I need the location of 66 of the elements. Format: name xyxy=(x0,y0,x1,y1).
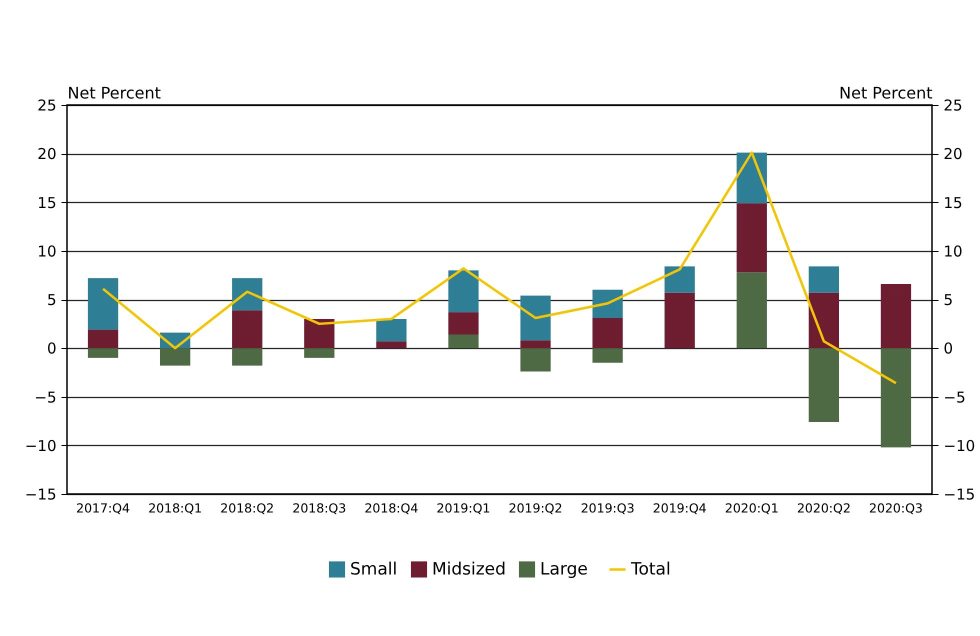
x-tick-label: 2019:Q3 xyxy=(580,500,635,516)
y-tick-label: 20 xyxy=(37,145,56,164)
bar xyxy=(232,310,262,348)
y2-tick-label: 25 xyxy=(944,96,963,114)
bar xyxy=(592,348,623,363)
bar xyxy=(232,348,262,366)
legend-label: Midsized xyxy=(432,559,506,580)
y2-tick-label: 0 xyxy=(944,340,954,358)
bar xyxy=(520,296,551,340)
bar xyxy=(376,318,407,342)
y2-tick-label: 20 xyxy=(944,145,963,164)
bar xyxy=(304,348,334,358)
bar xyxy=(232,278,262,310)
bar xyxy=(880,348,912,448)
bar xyxy=(808,292,840,348)
y-tick-label: 10 xyxy=(37,242,56,260)
bar xyxy=(592,318,623,348)
bar xyxy=(664,266,695,293)
bar xyxy=(376,341,407,348)
bar xyxy=(88,330,118,348)
bar xyxy=(520,340,551,348)
x-tick-label: 2018:Q2 xyxy=(220,500,274,516)
bar xyxy=(88,278,118,330)
x-tick-label: 2018:Q3 xyxy=(292,500,346,516)
bar xyxy=(664,292,695,348)
y-tick-label: 5 xyxy=(46,291,56,309)
bar xyxy=(808,266,840,293)
y-tick-label: 15 xyxy=(37,194,56,212)
x-tick-label: 2018:Q1 xyxy=(148,500,202,516)
bar xyxy=(736,272,767,348)
line-series xyxy=(102,151,898,384)
x-tick-label: 2020:Q2 xyxy=(796,500,851,516)
bar xyxy=(592,290,623,318)
bar xyxy=(448,334,479,348)
y-tick-label: 0 xyxy=(46,340,56,358)
bar xyxy=(808,348,840,422)
x-tick-label: 2017:Q4 xyxy=(76,500,130,516)
y2-tick-label: −10 xyxy=(944,436,976,455)
bar xyxy=(520,348,551,372)
bar xyxy=(448,270,479,312)
y2-tick-label: 5 xyxy=(944,291,954,309)
legend-label: Large xyxy=(540,559,588,580)
y2-tick-label: 15 xyxy=(944,194,963,212)
y-tick-label: −10 xyxy=(24,436,56,455)
bar xyxy=(736,203,767,272)
y-tick-label: −15 xyxy=(24,486,56,504)
y2-tick-label: 10 xyxy=(944,242,963,260)
bar xyxy=(304,318,334,348)
bar xyxy=(160,348,190,366)
bar xyxy=(448,312,479,335)
y-axis-title: Net Percent xyxy=(68,84,161,102)
x-tick-label: 2019:Q4 xyxy=(652,500,707,516)
legend-label: Total xyxy=(630,560,671,580)
x-tick-label: 2019:Q1 xyxy=(436,500,490,516)
bar xyxy=(880,284,912,348)
y2-tick-label: −15 xyxy=(944,486,976,504)
y2-tick-label: −5 xyxy=(944,388,966,406)
y-tick-label: 25 xyxy=(37,96,56,114)
bar xyxy=(88,348,118,358)
x-tick-label: 2019:Q2 xyxy=(508,500,562,516)
legend-label: Small xyxy=(350,559,398,580)
x-tick-label: 2020:Q3 xyxy=(869,500,923,516)
x-tick-label: 2018:Q4 xyxy=(364,500,418,516)
x-tick-label: 2020:Q1 xyxy=(724,500,779,516)
y-tick-label: −5 xyxy=(34,388,56,406)
y2-axis-title: Net Percent xyxy=(839,84,932,102)
